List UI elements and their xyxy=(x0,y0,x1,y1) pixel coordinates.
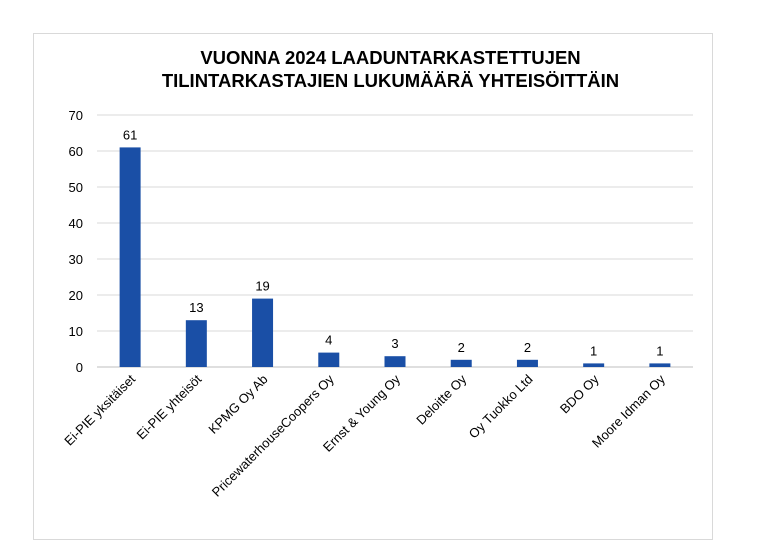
bar xyxy=(186,320,207,367)
bar xyxy=(252,299,273,367)
y-tick-label: 40 xyxy=(69,216,83,231)
x-tick-label: Deloitte Oy xyxy=(413,371,469,427)
y-tick-label: 30 xyxy=(69,252,83,267)
x-tick-label: Oy Tuokko Ltd xyxy=(466,372,536,442)
y-tick-label: 20 xyxy=(69,288,83,303)
data-label: 61 xyxy=(123,127,137,142)
data-label: 3 xyxy=(391,336,398,351)
bar xyxy=(385,356,406,367)
bar xyxy=(517,360,538,367)
data-label: 2 xyxy=(524,340,531,355)
data-label: 13 xyxy=(189,300,203,315)
y-tick-label: 0 xyxy=(76,360,83,375)
data-label: 1 xyxy=(656,343,663,358)
y-tick-label: 10 xyxy=(69,324,83,339)
y-tick-label: 70 xyxy=(69,108,83,123)
x-tick-label: PricewaterhouseCoopers Oy xyxy=(209,371,337,499)
bar xyxy=(451,360,472,367)
bar xyxy=(583,363,604,367)
x-tick-label: Ei-PIE yhteisöt xyxy=(134,371,205,442)
bar xyxy=(120,147,141,367)
data-label: 2 xyxy=(458,340,465,355)
data-label: 4 xyxy=(325,333,332,348)
y-tick-label: 60 xyxy=(69,144,83,159)
x-tick-label: Moore Idman Oy xyxy=(589,371,668,450)
data-label: 19 xyxy=(255,279,269,294)
bar xyxy=(649,363,670,367)
x-tick-label: Ei-PIE yksitäiset xyxy=(61,371,138,448)
bar xyxy=(318,353,339,367)
data-label: 1 xyxy=(590,343,597,358)
y-tick-label: 50 xyxy=(69,180,83,195)
x-tick-label: BDO Oy xyxy=(557,371,602,416)
x-tick-label: KPMG Oy Ab xyxy=(205,372,270,437)
